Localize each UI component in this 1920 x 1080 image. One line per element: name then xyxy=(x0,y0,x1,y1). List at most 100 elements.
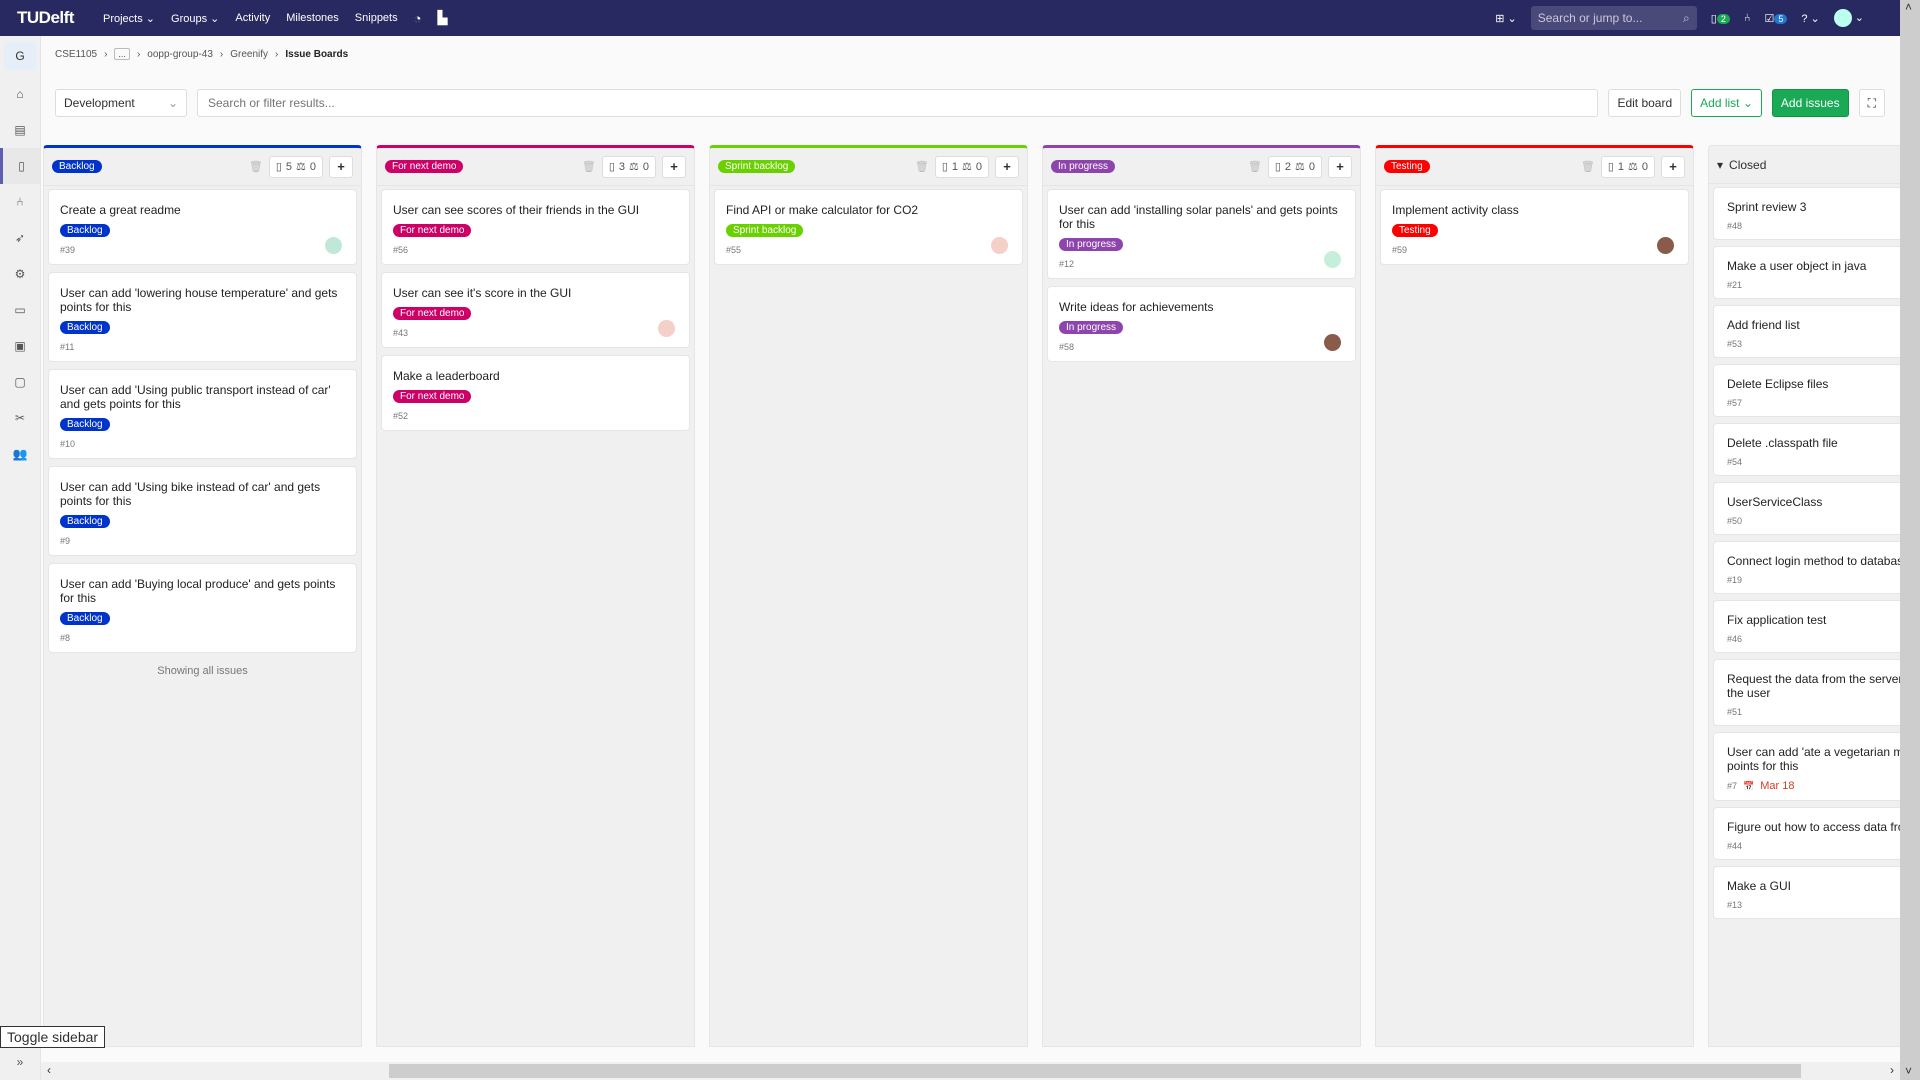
issue-title[interactable]: Connect login method to database xyxy=(1727,554,1910,568)
packages-icon[interactable]: ▣ xyxy=(14,339,26,353)
closed-issue-card[interactable]: Request the data from the server a the u… xyxy=(1713,659,1920,726)
issue-card[interactable]: User can add 'Using public transport ins… xyxy=(48,369,357,459)
closed-issue-card[interactable]: Delete .classpath file #54 xyxy=(1713,423,1920,476)
issue-label[interactable]: In progress xyxy=(1059,238,1124,251)
merge-requests-icon[interactable]: ⑃ xyxy=(16,195,24,209)
closed-issue-card[interactable]: User can add 'ate a vegetarian mea point… xyxy=(1713,732,1920,801)
user-avatar[interactable]: ⌄ xyxy=(1833,9,1864,27)
delete-list-icon[interactable]: 🗑 xyxy=(1580,161,1595,173)
closed-list-header[interactable]: ▾ Closed xyxy=(1709,146,1920,184)
issue-card[interactable]: User can add 'lowering house temperature… xyxy=(48,272,357,362)
issue-card[interactable]: User can add 'Using bike instead of car'… xyxy=(48,466,357,556)
breadcrumb-more[interactable]: ... xyxy=(114,48,130,60)
issue-title[interactable]: Make a user object in java xyxy=(1727,259,1867,273)
new-issue-button[interactable]: + xyxy=(1328,155,1352,178)
vertical-scrollbar[interactable]: ˄ ˅ xyxy=(1900,0,1920,1080)
breadcrumb-group[interactable]: CSE1105 xyxy=(55,48,98,60)
new-issue-button[interactable]: + xyxy=(662,155,686,178)
nav-projects[interactable]: Projects ⌄ xyxy=(103,12,156,25)
issue-label[interactable]: Backlog xyxy=(60,224,110,237)
new-plus-icon[interactable]: ⊞ ⌄ xyxy=(1495,12,1517,25)
issue-label[interactable]: For next demo xyxy=(393,390,472,403)
issue-label[interactable]: In progress xyxy=(1059,321,1124,334)
assignee-avatar[interactable] xyxy=(1657,237,1674,254)
issue-title[interactable]: Figure out how to access data fron xyxy=(1727,820,1912,834)
issue-title[interactable]: Sprint review 3 xyxy=(1727,200,1807,214)
issue-card[interactable]: User can see scores of their friends in … xyxy=(381,189,690,265)
horizontal-scrollbar[interactable]: ‹ › xyxy=(41,1062,1900,1080)
closed-issue-card[interactable]: Delete Eclipse files #57 xyxy=(1713,364,1920,417)
issue-card[interactable]: User can add 'installing solar panels' a… xyxy=(1047,189,1356,279)
admin-gauge-icon[interactable]: ◔ xyxy=(413,10,422,26)
issue-title[interactable]: User can add 'Buying local produce' and … xyxy=(60,577,336,605)
issue-card[interactable]: User can see it's score in the GUI For n… xyxy=(381,272,690,348)
nav-milestones[interactable]: Milestones xyxy=(286,12,339,24)
ci-cd-icon[interactable]: ➶ xyxy=(14,231,26,245)
issue-card[interactable]: Make a leaderboard For next demo #52 xyxy=(381,355,690,431)
issue-title[interactable]: User can add 'Using public transport ins… xyxy=(60,383,331,411)
board-selector[interactable]: Development ⌄ xyxy=(55,89,187,117)
delete-list-icon[interactable]: 🗑 xyxy=(914,161,929,173)
issue-label[interactable]: Sprint backlog xyxy=(726,224,804,237)
closed-issue-card[interactable]: Make a GUI #13 xyxy=(1713,866,1920,919)
issue-title[interactable]: User can see it's score in the GUI xyxy=(393,286,572,300)
delete-list-icon[interactable]: 🗑 xyxy=(581,161,596,173)
members-icon[interactable]: 👥 xyxy=(12,447,28,461)
fullscreen-button[interactable]: ⛶ xyxy=(1858,89,1885,117)
issues-icon[interactable]: ▯ 2 xyxy=(1711,12,1730,25)
issue-label[interactable]: Backlog xyxy=(60,515,110,528)
issue-title[interactable]: Delete Eclipse files xyxy=(1727,377,1829,391)
issue-title[interactable]: Write ideas for achievements xyxy=(1059,300,1214,314)
issue-label[interactable]: For next demo xyxy=(393,307,472,320)
closed-issue-card[interactable]: Fix application test #46 xyxy=(1713,600,1920,653)
new-issue-button[interactable]: + xyxy=(995,155,1019,178)
issue-label[interactable]: Testing xyxy=(1392,224,1438,237)
issue-label[interactable]: Backlog xyxy=(60,612,110,625)
issue-card[interactable]: User can add 'Buying local produce' and … xyxy=(48,563,357,653)
issue-card[interactable]: Write ideas for achievements In progress… xyxy=(1047,286,1356,362)
closed-issue-card[interactable]: Add friend list #53 xyxy=(1713,305,1920,358)
home-icon[interactable]: ⌂ xyxy=(16,87,24,101)
issue-title[interactable]: User can add 'lowering house temperature… xyxy=(60,286,338,314)
closed-issue-card[interactable]: Make a user object in java #21 xyxy=(1713,246,1920,299)
snippets-icon[interactable]: ✂ xyxy=(14,411,26,425)
closed-issue-card[interactable]: Figure out how to access data fron #44 xyxy=(1713,807,1920,860)
help-icon[interactable]: ? ⌄ xyxy=(1801,12,1820,25)
todos-icon[interactable]: ☑ 5 xyxy=(1764,12,1788,25)
nav-activity[interactable]: Activity xyxy=(235,12,271,24)
analytics-icon[interactable]: ▭ xyxy=(14,303,26,317)
tudelft-logo[interactable]: TUDelft xyxy=(17,8,74,27)
edit-board-button[interactable]: Edit board xyxy=(1608,89,1682,117)
nav-snippets[interactable]: Snippets xyxy=(354,12,398,24)
issue-title[interactable]: User can add 'installing solar panels' a… xyxy=(1059,203,1338,231)
add-issues-button[interactable]: Add issues xyxy=(1771,89,1849,117)
search-jump-input[interactable]: Search or jump to... ⌕ xyxy=(1530,6,1697,30)
issue-title[interactable]: Add friend list xyxy=(1727,318,1800,332)
list-label[interactable]: For next demo xyxy=(385,160,464,173)
issue-card[interactable]: Implement activity class Testing #59 xyxy=(1380,189,1689,265)
issue-card[interactable]: Create a great readme Backlog #39 xyxy=(48,189,357,265)
closed-issue-card[interactable]: Connect login method to database #19 xyxy=(1713,541,1920,594)
issue-title[interactable]: Create a great readme xyxy=(60,203,181,217)
add-list-button[interactable]: Add list ⌄ xyxy=(1691,89,1762,117)
scroll-left-icon[interactable]: ‹ xyxy=(47,1063,51,1077)
issue-title[interactable]: User can add 'Using bike instead of car'… xyxy=(60,480,321,508)
delete-list-icon[interactable]: 🗑 xyxy=(248,161,263,173)
issue-title[interactable]: Fix application test xyxy=(1727,613,1827,627)
scroll-up-icon[interactable]: ˄ xyxy=(1905,0,1913,14)
issue-title[interactable]: User can see scores of their friends in … xyxy=(393,203,640,217)
assignee-avatar[interactable] xyxy=(658,320,675,337)
issue-title[interactable]: Make a GUI xyxy=(1727,879,1792,893)
new-issue-button[interactable]: + xyxy=(1661,155,1685,178)
scroll-right-icon[interactable]: › xyxy=(1890,1063,1894,1077)
issue-card[interactable]: Find API or make calculator for CO2 Spri… xyxy=(714,189,1023,265)
issue-label[interactable]: Backlog xyxy=(60,321,110,334)
issue-label[interactable]: Backlog xyxy=(60,418,110,431)
wiki-icon[interactable]: ▢ xyxy=(14,375,26,389)
project-avatar[interactable]: G xyxy=(4,42,36,70)
issue-title[interactable]: UserServiceClass xyxy=(1727,495,1823,509)
merge-requests-icon[interactable]: ⑃ xyxy=(1743,12,1751,24)
breadcrumb-subgroup[interactable]: oopp-group-43 xyxy=(147,48,213,60)
issue-title[interactable]: Implement activity class xyxy=(1392,203,1519,217)
list-label[interactable]: Backlog xyxy=(52,160,102,173)
